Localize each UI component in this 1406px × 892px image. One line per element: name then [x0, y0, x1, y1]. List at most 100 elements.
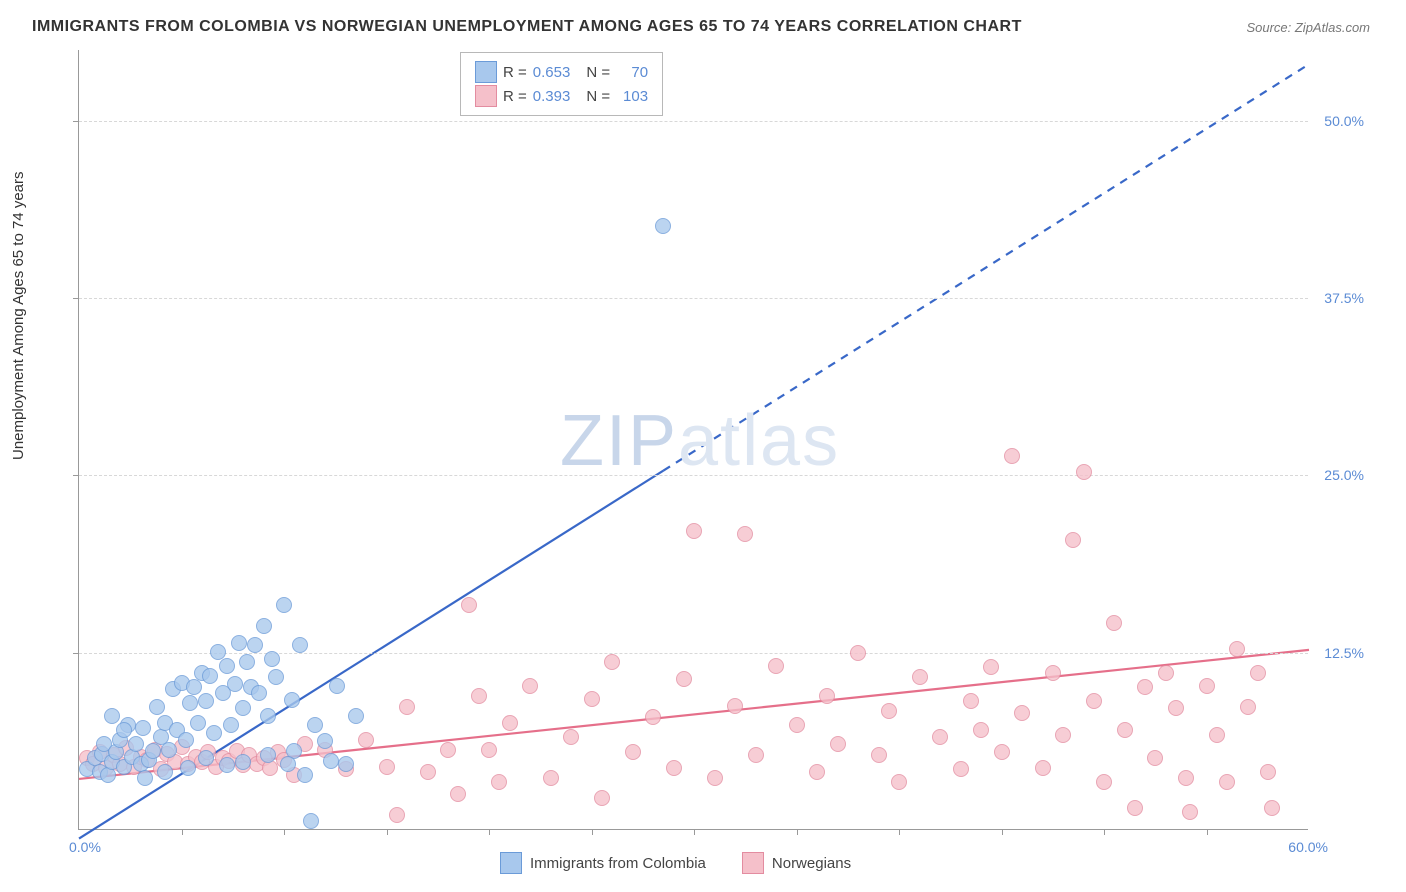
data-point: [871, 747, 887, 763]
x-tick: [797, 829, 798, 835]
data-point: [440, 742, 456, 758]
data-point: [104, 708, 120, 724]
data-point: [235, 754, 251, 770]
data-point: [1264, 800, 1280, 816]
data-point: [994, 744, 1010, 760]
data-point: [235, 700, 251, 716]
y-tick-label: 12.5%: [1324, 645, 1364, 661]
data-point: [963, 693, 979, 709]
trend-line-solid: [79, 471, 663, 839]
correlation-legend: R = 0.653 N = 70 R = 0.393 N = 103: [460, 52, 663, 116]
legend-r-label: R =: [503, 88, 527, 105]
legend-item-norwegians: Norwegians: [742, 852, 851, 874]
data-point: [563, 729, 579, 745]
data-point: [1182, 804, 1198, 820]
series-legend: Immigrants from Colombia Norwegians: [500, 852, 851, 874]
data-point: [973, 722, 989, 738]
data-point: [1178, 770, 1194, 786]
y-tick-label: 50.0%: [1324, 113, 1364, 129]
legend-row-norwegians: R = 0.393 N = 103: [475, 85, 648, 107]
legend-label: Immigrants from Colombia: [530, 855, 706, 872]
data-point: [231, 635, 247, 651]
data-point: [983, 659, 999, 675]
data-point: [522, 678, 538, 694]
data-point: [686, 523, 702, 539]
data-point: [727, 698, 743, 714]
data-point: [1250, 665, 1266, 681]
data-point: [161, 742, 177, 758]
data-point: [768, 658, 784, 674]
trend-line-dashed: [663, 64, 1309, 471]
data-point: [1219, 774, 1235, 790]
data-point: [1147, 750, 1163, 766]
data-point: [953, 761, 969, 777]
data-point: [461, 597, 477, 613]
data-point: [178, 732, 194, 748]
data-point: [1065, 532, 1081, 548]
y-tick: [73, 121, 79, 122]
x-tick: [284, 829, 285, 835]
data-point: [358, 732, 374, 748]
data-point: [1076, 464, 1092, 480]
data-point: [297, 767, 313, 783]
data-point: [268, 669, 284, 685]
data-point: [227, 676, 243, 692]
data-point: [676, 671, 692, 687]
chart-source: Source: ZipAtlas.com: [1246, 20, 1370, 35]
data-point: [502, 715, 518, 731]
data-point: [247, 637, 263, 653]
legend-item-colombia: Immigrants from Colombia: [500, 852, 706, 874]
data-point: [135, 720, 151, 736]
data-point: [604, 654, 620, 670]
chart-title: IMMIGRANTS FROM COLOMBIA VS NORWEGIAN UN…: [32, 18, 1022, 36]
data-point: [329, 678, 345, 694]
data-point: [149, 699, 165, 715]
data-point: [481, 742, 497, 758]
data-point: [932, 729, 948, 745]
data-point: [850, 645, 866, 661]
data-point: [251, 685, 267, 701]
data-point: [186, 679, 202, 695]
data-point: [491, 774, 507, 790]
data-point: [1209, 727, 1225, 743]
data-point: [471, 688, 487, 704]
data-point: [1014, 705, 1030, 721]
data-point: [116, 722, 132, 738]
gridline: [79, 121, 1308, 122]
data-point: [1045, 665, 1061, 681]
data-point: [292, 637, 308, 653]
data-point: [379, 759, 395, 775]
x-axis-label-max: 60.0%: [1288, 839, 1328, 855]
data-point: [276, 597, 292, 613]
legend-row-colombia: R = 0.653 N = 70: [475, 61, 648, 83]
y-axis-label: Unemployment Among Ages 65 to 74 years: [10, 171, 27, 460]
data-point: [1004, 448, 1020, 464]
gridline: [79, 653, 1308, 654]
data-point: [223, 717, 239, 733]
legend-n-label: N =: [586, 64, 610, 81]
x-tick: [899, 829, 900, 835]
x-tick: [1002, 829, 1003, 835]
data-point: [206, 725, 222, 741]
legend-r-value: 0.393: [533, 88, 571, 105]
data-point: [338, 756, 354, 772]
data-point: [645, 709, 661, 725]
data-point: [543, 770, 559, 786]
data-point: [260, 747, 276, 763]
y-tick: [73, 475, 79, 476]
data-point: [198, 693, 214, 709]
data-point: [182, 695, 198, 711]
data-point: [707, 770, 723, 786]
data-point: [1035, 760, 1051, 776]
swatch-icon: [742, 852, 764, 874]
data-point: [1158, 665, 1174, 681]
y-tick: [73, 298, 79, 299]
data-point: [157, 764, 173, 780]
data-point: [737, 526, 753, 542]
data-point: [420, 764, 436, 780]
x-tick: [1207, 829, 1208, 835]
data-point: [399, 699, 415, 715]
data-point: [137, 770, 153, 786]
swatch-icon: [500, 852, 522, 874]
y-tick-label: 25.0%: [1324, 467, 1364, 483]
